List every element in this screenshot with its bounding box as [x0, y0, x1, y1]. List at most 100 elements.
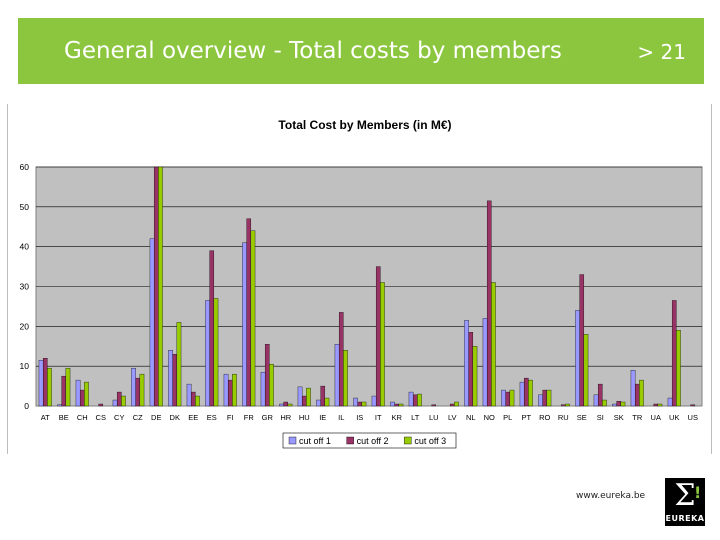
bar: [486, 200, 492, 407]
x-tick-label: CY: [114, 413, 124, 422]
bar: [464, 320, 469, 407]
x-tick-label: DK: [170, 413, 180, 422]
bar: [417, 393, 422, 407]
bar: [79, 389, 85, 407]
bar: [560, 404, 566, 407]
bar: [653, 403, 659, 407]
x-tick-label: PT: [521, 413, 531, 422]
bar: [612, 403, 617, 407]
bar: [269, 363, 274, 407]
x-tick-label: FI: [227, 413, 234, 422]
bar: [213, 298, 219, 407]
x-tick-label: PL: [503, 413, 512, 422]
legend-box: [282, 432, 457, 449]
chart-title: Total Cost by Members (in M€): [278, 118, 451, 132]
bar: [232, 373, 237, 407]
footer-url[interactable]: www.eureka.be: [576, 491, 646, 501]
bar: [482, 318, 488, 407]
x-tick-label: LV: [448, 413, 457, 422]
bar: [227, 379, 233, 407]
bar: [61, 375, 67, 407]
bar: [353, 397, 358, 407]
bar: [583, 334, 589, 407]
bar: [65, 367, 71, 407]
x-tick-label: UK: [669, 413, 679, 422]
x-tick-label: NO: [484, 413, 495, 422]
x-tick-label: DE: [151, 413, 161, 422]
bar: [375, 266, 381, 407]
bar: [630, 369, 636, 407]
bar: [264, 344, 270, 407]
x-tick-label: IL: [338, 413, 344, 422]
x-tick-label: HR: [280, 413, 291, 422]
bar: [139, 373, 145, 407]
cost-bar-chart: Total Cost by Members (in M€) 0 10 20 30 40 5…: [20, 118, 703, 449]
page-number: > 21: [637, 40, 686, 64]
y-tick-label: 60: [20, 162, 30, 172]
x-tick-label: UA: [651, 413, 661, 422]
bar: [565, 403, 570, 407]
bar: [131, 367, 136, 407]
bar: [116, 391, 122, 407]
bar: [301, 395, 307, 407]
bar: [283, 401, 289, 407]
y-tick-label: 30: [20, 282, 30, 292]
bar: [634, 383, 640, 407]
slide-header: General overview - Total costs by member…: [18, 18, 704, 84]
x-tick-label: EE: [188, 413, 198, 422]
bar: [287, 403, 293, 407]
bar: [334, 344, 340, 407]
bar: [449, 403, 455, 407]
bar: [223, 373, 229, 407]
bar: [205, 300, 210, 407]
bar: [431, 404, 437, 407]
bar: [501, 389, 506, 407]
x-tick-label: US: [688, 413, 698, 422]
x-tick-label: RU: [558, 413, 569, 422]
x-tick-label: FR: [244, 413, 255, 422]
bar: [519, 381, 525, 407]
x-tick-label: CZ: [133, 413, 143, 422]
bar: [394, 403, 400, 407]
bar: [690, 404, 696, 407]
x-tick-label: IS: [356, 413, 363, 422]
chart-container: Total Cost by Members (in M€) 0 10 20 30 40 5…: [7, 104, 712, 454]
bar: [468, 332, 474, 407]
x-tick-label: LT: [411, 413, 420, 422]
y-tick-label: 40: [20, 242, 30, 252]
eureka-logo: Σ ! EUREKA: [665, 478, 705, 526]
x-tick-label: BE: [59, 413, 69, 422]
bar: [98, 403, 104, 407]
x-tick-label: AT: [41, 413, 50, 422]
x-tick-label: TR: [632, 413, 643, 422]
bar: [398, 403, 404, 407]
bar: [176, 322, 182, 407]
bar: [390, 401, 395, 407]
bar: [357, 401, 363, 407]
bar: [380, 282, 385, 407]
bar: [186, 383, 192, 407]
bar: [412, 394, 418, 407]
legend-swatch: [404, 436, 412, 445]
bar: [472, 346, 478, 407]
bar: [371, 395, 377, 407]
bar: [121, 395, 126, 407]
x-tick-label: ES: [207, 413, 217, 422]
x-tick-label: KR: [392, 413, 403, 422]
bar: [343, 350, 348, 407]
legend-label: cut off 3: [414, 436, 446, 446]
bar: [57, 404, 62, 407]
legend-label: cut off 1: [299, 436, 331, 446]
bar: [579, 274, 585, 407]
bar: [491, 282, 496, 407]
y-tick-label: 50: [20, 202, 30, 212]
x-tick-label: NL: [466, 413, 476, 422]
slide-title: General overview - Total costs by member…: [64, 38, 562, 64]
bar: [546, 389, 552, 407]
legend-label: cut off 2: [357, 436, 389, 446]
bar: [667, 397, 673, 407]
legend-swatch: [346, 436, 354, 445]
bar: [84, 381, 89, 407]
x-tick-label: RO: [539, 413, 550, 422]
logo-text: EUREKA: [665, 514, 705, 523]
